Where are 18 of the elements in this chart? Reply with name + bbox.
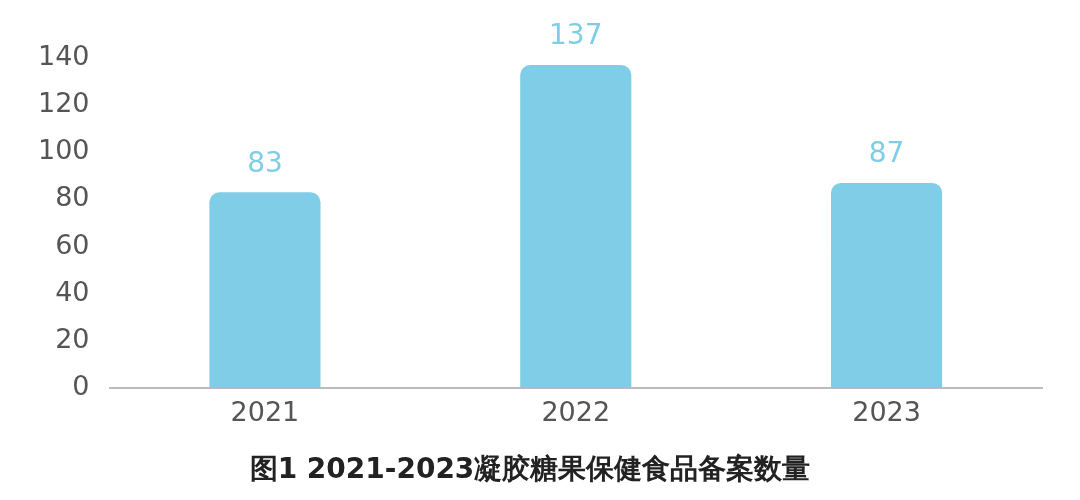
data-label: 137: [549, 18, 603, 52]
x-tick-label: 2023: [852, 396, 921, 428]
y-tick-label: 80: [55, 181, 90, 213]
y-tick-label: 40: [55, 275, 90, 307]
bar: [209, 192, 321, 388]
text: 图1 2021-2023凝胶糖果保健食品备案数量: [249, 452, 811, 486]
bar: [520, 65, 632, 388]
y-tick-label: 20: [55, 322, 90, 354]
x-tick-label: 2021: [230, 396, 300, 428]
y-tick-label: 100: [37, 134, 90, 166]
y-tick-label: 140: [37, 40, 90, 72]
data-label: 87: [868, 136, 905, 170]
bar: [831, 182, 943, 388]
y-tick-label: 120: [37, 87, 90, 119]
y-tick-label: 0: [72, 370, 90, 402]
data-label: 83: [247, 145, 283, 179]
x-tick-label: 2022: [541, 396, 611, 428]
y-tick-label: 60: [55, 228, 90, 260]
